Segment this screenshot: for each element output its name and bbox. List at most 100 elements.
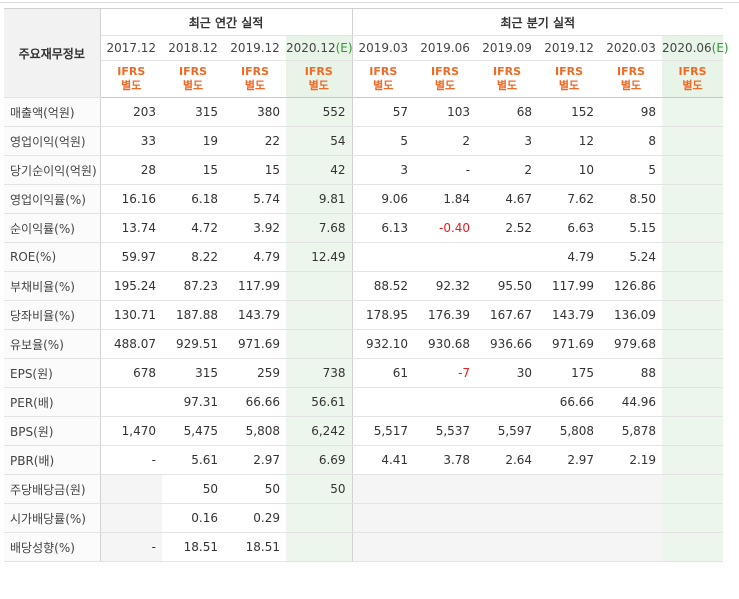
table-row: PBR(배) -5.61 2.97 6.69 4.41 3.78 2.64 2.97 2.19: [4, 445, 724, 475]
value-cell: 57: [352, 97, 415, 127]
value-cell: 5,878: [600, 416, 663, 446]
value-cell: [662, 532, 724, 562]
value-cell: 5,517: [352, 416, 415, 446]
basis-label: 별도: [558, 79, 580, 92]
basis-label: 별도: [434, 79, 456, 92]
value-cell: 4.41: [352, 445, 415, 475]
value-cell: [662, 416, 724, 446]
value-cell: 117.99: [538, 271, 601, 301]
value-cell: 0.16: [162, 503, 224, 533]
basis-label: 별도: [682, 79, 703, 92]
value-cell: 5,537: [414, 416, 477, 446]
ifrs-basis-cell: IFRS 별도: [224, 60, 286, 98]
row-label: ROE(%): [4, 242, 101, 272]
value-cell: 30: [476, 358, 539, 388]
ifrs-label: IFRS: [617, 65, 646, 78]
value-cell: 6.18: [162, 184, 224, 214]
value-cell: [600, 532, 663, 562]
ifrs-label: IFRS: [431, 65, 460, 78]
value-cell: 8.22: [162, 242, 224, 272]
ifrs-label: IFRS: [117, 65, 146, 78]
table-row: 당좌비율(%) 130.71 187.88 143.79 178.95 176.39 167…: [4, 300, 724, 330]
value-cell: [662, 474, 724, 504]
row-label: 부채비율(%): [4, 271, 101, 301]
value-cell: 16.16: [100, 184, 162, 214]
value-cell: 152: [538, 97, 601, 127]
ifrs-label: IFRS: [555, 65, 584, 78]
row-label: 주당배당금(원): [4, 474, 101, 504]
value-cell: [352, 532, 415, 562]
value-cell: [286, 271, 353, 301]
value-cell: [662, 445, 724, 475]
value-cell: 4.67: [476, 184, 539, 214]
annual-group-header: 최근 연간 실적: [100, 8, 353, 36]
value-cell: 33: [100, 126, 162, 156]
ifrs-basis-cell: IFRS 별도: [100, 60, 162, 98]
ifrs-basis-cell: IFRS 별도: [286, 60, 353, 98]
value-cell: 5,475: [162, 416, 224, 446]
value-cell: 130.71: [100, 300, 162, 330]
value-cell: 6.13: [352, 213, 415, 243]
value-cell: 3: [476, 126, 539, 156]
value-cell: 1.84: [414, 184, 477, 214]
value-cell: [600, 474, 663, 504]
value-cell: 971.69: [224, 329, 286, 359]
value-cell: 87.23: [162, 271, 224, 301]
value-cell: [100, 387, 162, 417]
value-cell: [662, 387, 724, 417]
ifrs-label: IFRS: [179, 65, 207, 78]
value-cell: [352, 474, 415, 504]
ifrs-basis-cell: IFRS 별도: [476, 60, 539, 98]
basis-label: 별도: [620, 79, 642, 92]
value-cell: [100, 503, 162, 533]
value-cell: 56.61: [286, 387, 353, 417]
row-label: 유보율(%): [4, 329, 101, 359]
period-header-estimate: 2020.12(E): [286, 35, 353, 61]
ifrs-label: IFRS: [678, 65, 707, 78]
value-cell: [476, 387, 539, 417]
ifrs-header-row: IFRS 별도 IFRS 별도 IFRS 별도 IFRS 별도 IFRS 별도 IFRS 별도 IFRS…: [4, 60, 724, 98]
value-cell: 12.49: [286, 242, 353, 272]
period-header: 2019.12: [538, 35, 601, 61]
value-cell: 552: [286, 97, 353, 127]
row-label: 영업이익률(%): [4, 184, 101, 214]
period-label: 2020.12: [286, 41, 336, 55]
row-label: 시가배당률(%): [4, 503, 101, 533]
ifrs-basis-cell: IFRS 별도: [352, 60, 415, 98]
value-cell: 61: [352, 358, 415, 388]
value-cell: 103: [414, 97, 477, 127]
value-cell: 44.96: [600, 387, 663, 417]
table-row: ROE(%) 59.97 8.22 4.79 12.49 4.79 5.24: [4, 242, 724, 272]
value-cell: 5.61: [162, 445, 224, 475]
value-cell: 2.97: [538, 445, 601, 475]
value-cell: [476, 474, 539, 504]
row-label: 순이익률(%): [4, 213, 101, 243]
quarter-group-header: 최근 분기 실적: [352, 8, 724, 36]
value-cell: 2.97: [224, 445, 286, 475]
ifrs-label: IFRS: [493, 65, 522, 78]
value-cell: 2.19: [600, 445, 663, 475]
value-cell: [662, 213, 724, 243]
value-cell: 488.07: [100, 329, 162, 359]
table-row: EPS(원) 678 315 259 738 61 -7 30 175 88: [4, 358, 724, 388]
value-cell: [414, 532, 477, 562]
value-cell: 12: [538, 126, 601, 156]
value-cell: 7.68: [286, 213, 353, 243]
row-label: 배당성향(%): [4, 532, 101, 562]
value-cell: 3: [352, 155, 415, 185]
value-cell: [662, 358, 724, 388]
value-cell: [538, 532, 601, 562]
row-label: EPS(원): [4, 358, 101, 388]
period-header: 2017.12: [100, 35, 162, 61]
table-body: 매출액(억원) 203 315 380 552 57 103 68 152 98 영업이익(억원) 3…: [4, 97, 724, 562]
value-cell: 66.66: [538, 387, 601, 417]
value-cell: 178.95: [352, 300, 415, 330]
row-label: 당기순이익(억원): [4, 155, 101, 185]
table-row: 매출액(억원) 203 315 380 552 57 103 68 152 98: [4, 97, 724, 127]
table-row: BPS(원) 1,470 5,475 5,808 6,242 5,517 5,537 5,59…: [4, 416, 724, 446]
value-cell: 8.50: [600, 184, 663, 214]
value-cell: 9.81: [286, 184, 353, 214]
value-cell: 195.24: [100, 271, 162, 301]
value-cell: 5.15: [600, 213, 663, 243]
value-cell: 92.32: [414, 271, 477, 301]
